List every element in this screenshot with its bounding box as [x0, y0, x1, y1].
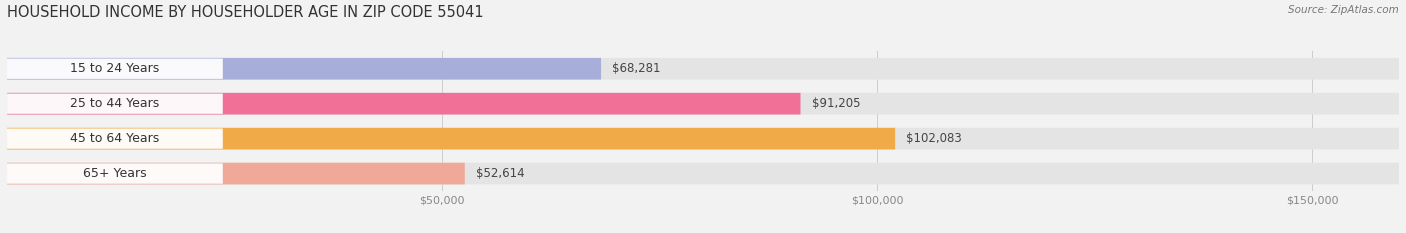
FancyBboxPatch shape	[7, 58, 1399, 80]
FancyBboxPatch shape	[7, 93, 222, 114]
FancyBboxPatch shape	[7, 164, 222, 184]
FancyBboxPatch shape	[7, 128, 896, 150]
Text: 15 to 24 Years: 15 to 24 Years	[70, 62, 159, 75]
Text: $91,205: $91,205	[811, 97, 860, 110]
Text: $68,281: $68,281	[612, 62, 661, 75]
FancyBboxPatch shape	[7, 163, 1399, 185]
FancyBboxPatch shape	[7, 128, 1399, 150]
Text: 65+ Years: 65+ Years	[83, 167, 146, 180]
Text: 25 to 44 Years: 25 to 44 Years	[70, 97, 159, 110]
Text: HOUSEHOLD INCOME BY HOUSEHOLDER AGE IN ZIP CODE 55041: HOUSEHOLD INCOME BY HOUSEHOLDER AGE IN Z…	[7, 5, 484, 20]
Text: Source: ZipAtlas.com: Source: ZipAtlas.com	[1288, 5, 1399, 15]
Text: $52,614: $52,614	[475, 167, 524, 180]
FancyBboxPatch shape	[7, 129, 222, 149]
Text: 45 to 64 Years: 45 to 64 Years	[70, 132, 159, 145]
FancyBboxPatch shape	[7, 58, 600, 80]
FancyBboxPatch shape	[7, 59, 222, 79]
FancyBboxPatch shape	[7, 93, 1399, 115]
FancyBboxPatch shape	[7, 163, 465, 185]
Text: $102,083: $102,083	[907, 132, 962, 145]
FancyBboxPatch shape	[7, 93, 800, 115]
